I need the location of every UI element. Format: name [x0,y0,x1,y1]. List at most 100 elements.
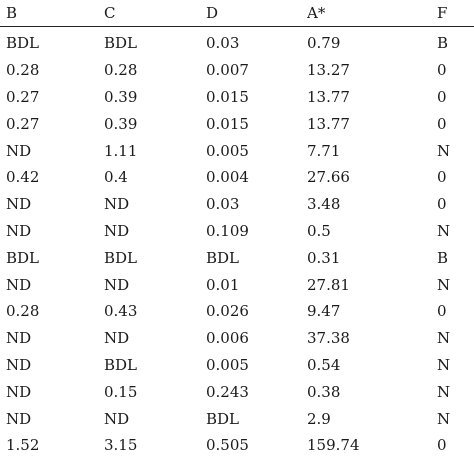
cell-d: 0.007 [206,61,249,80]
table-row: 1.52 3.15 0.505 159.74 0 [0,432,474,459]
table-row: 0.27 0.39 0.015 13.77 0 [0,110,474,137]
cell-c: 1.11 [104,141,138,160]
table-row: ND 0.15 0.243 0.38 N [0,378,474,405]
cell-a-star: 0.38 [307,382,341,401]
table-row: ND ND 0.03 3.48 0 [0,191,474,218]
cell-f: 0 [437,195,447,214]
cell-d: BDL [206,409,240,428]
cell-d: 0.026 [206,302,249,321]
cell-b: 1.52 [6,436,40,455]
cell-d: 0.005 [206,355,249,374]
cell-c: 0.43 [104,302,138,321]
cell-a-star: 2.9 [307,409,331,428]
cell-f: 0 [437,114,447,133]
cell-c: BDL [104,355,138,374]
cell-f: 0 [437,61,447,80]
cell-d: 0.015 [206,114,249,133]
cell-b: ND [6,275,32,294]
cell-d: 0.505 [206,436,249,455]
cell-a-star: 0.54 [307,355,341,374]
cell-a-star: 13.27 [307,61,350,80]
cell-d: 0.005 [206,141,249,160]
cell-d: 0.004 [206,168,249,187]
cell-b: 0.28 [6,302,40,321]
cell-f: N [437,409,451,428]
cell-b: ND [6,409,32,428]
cell-c: ND [104,195,130,214]
cell-b: ND [6,221,32,240]
cell-f: 0 [437,302,447,321]
cell-a-star: 7.71 [307,141,341,160]
cell-c: 0.4 [104,168,128,187]
cell-a-star: 3.48 [307,195,341,214]
cell-a-star: 13.77 [307,114,350,133]
cell-b: 0.27 [6,87,40,106]
table-row: ND ND 0.01 27.81 N [0,271,474,298]
cell-c: BDL [104,248,138,267]
cell-b: 0.27 [6,114,40,133]
cell-d: 0.015 [206,87,249,106]
table-row: ND ND 0.109 0.5 N [0,218,474,245]
cell-a-star: 0.79 [307,34,341,53]
cell-c: 3.15 [104,436,138,455]
cell-d: 0.243 [206,382,249,401]
cell-b: 0.42 [6,168,40,187]
table-row: 0.42 0.4 0.004 27.66 0 [0,164,474,191]
table-row: ND ND BDL 2.9 N [0,405,474,432]
table-row: 0.28 0.28 0.007 13.27 0 [0,57,474,84]
cell-d: 0.006 [206,329,249,348]
cell-c: 0.28 [104,61,138,80]
cell-c: 0.15 [104,382,138,401]
cell-b: BDL [6,34,40,53]
cell-b: ND [6,329,32,348]
cell-c: BDL [104,34,138,53]
cell-f: N [437,221,451,240]
cell-f: 0 [437,87,447,106]
cell-f: N [437,141,451,160]
cell-c: ND [104,275,130,294]
data-table: B C D A* F BDL BDL 0.03 0.79 B 0.28 0.28 0.007 1… [0,0,474,459]
cell-b: 0.28 [6,61,40,80]
cell-d: 0.109 [206,221,249,240]
table-row: ND ND 0.006 37.38 N [0,325,474,352]
cell-c: ND [104,329,130,348]
cell-b: ND [6,141,32,160]
cell-b: BDL [6,248,40,267]
cell-a-star: 159.74 [307,436,360,455]
cell-b: ND [6,355,32,374]
column-header-a-star: A* [307,4,326,22]
cell-c: ND [104,409,130,428]
cell-f: N [437,382,451,401]
cell-f: 0 [437,436,447,455]
cell-c: 0.39 [104,87,138,106]
cell-f: 0 [437,168,447,187]
header-row: B C D A* F [0,0,474,27]
table-row: BDL BDL BDL 0.31 B [0,244,474,271]
table-row: 0.28 0.43 0.026 9.47 0 [0,298,474,325]
table-row: ND 1.11 0.005 7.71 N [0,137,474,164]
cell-a-star: 9.47 [307,302,341,321]
table-row: ND BDL 0.005 0.54 N [0,352,474,379]
column-header-f: F [437,4,448,22]
cell-d: 0.03 [206,34,240,53]
cell-c: ND [104,221,130,240]
cell-a-star: 0.31 [307,248,341,267]
cell-c: 0.39 [104,114,138,133]
cell-f: N [437,275,451,294]
column-header-b: B [6,4,18,22]
cell-a-star: 37.38 [307,329,350,348]
cell-b: ND [6,195,32,214]
cell-a-star: 27.66 [307,168,350,187]
cell-d: 0.03 [206,195,240,214]
column-header-d: D [206,4,219,22]
cell-d: 0.01 [206,275,240,294]
cell-f: N [437,329,451,348]
table-row: 0.27 0.39 0.015 13.77 0 [0,84,474,111]
cell-f: B [437,34,449,53]
cell-a-star: 13.77 [307,87,350,106]
cell-d: BDL [206,248,240,267]
cell-a-star: 0.5 [307,221,331,240]
cell-a-star: 27.81 [307,275,350,294]
cell-b: ND [6,382,32,401]
